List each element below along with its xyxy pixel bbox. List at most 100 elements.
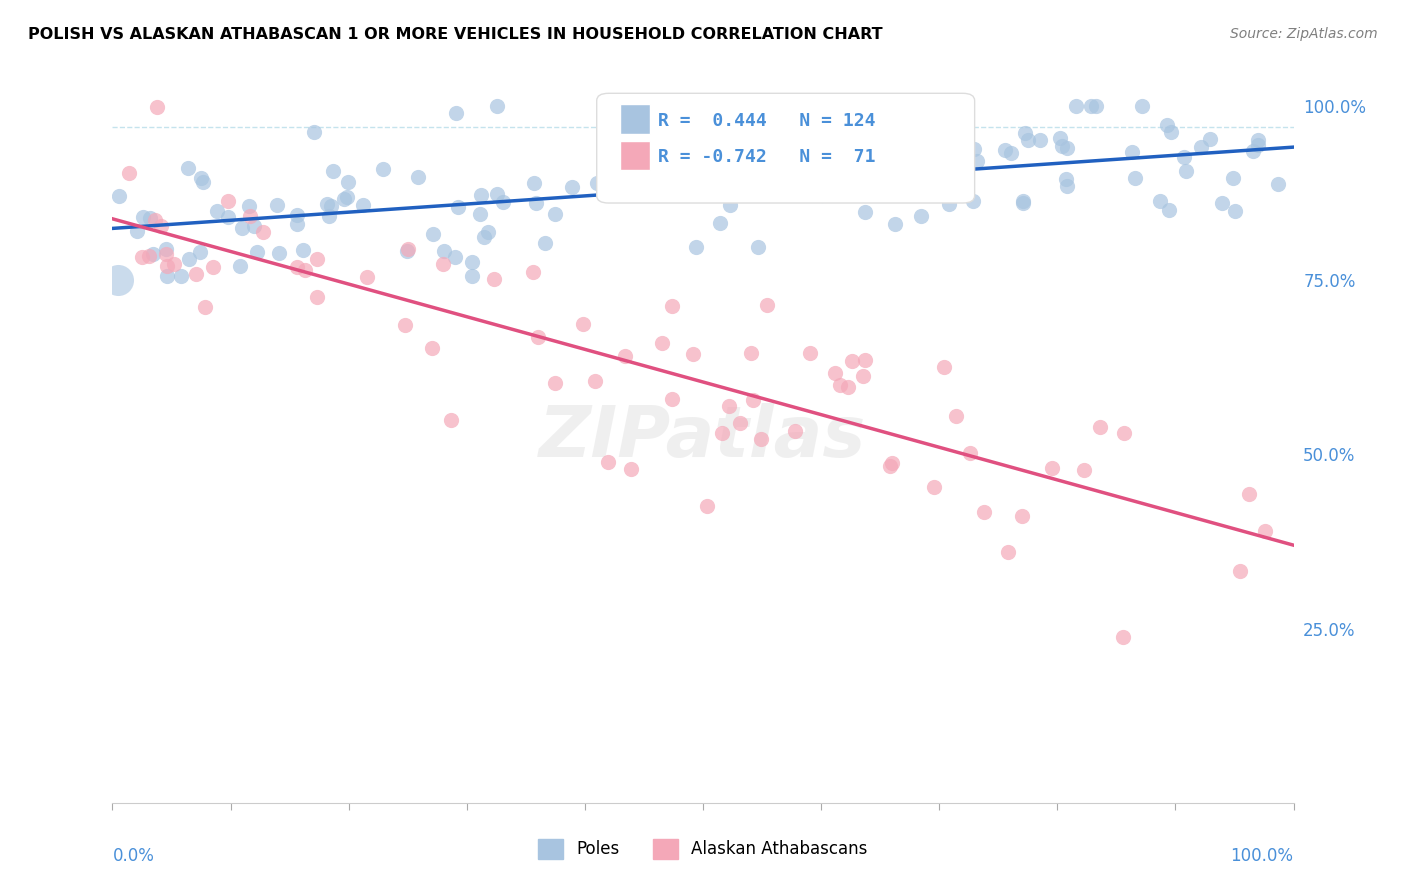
Point	[884, 217, 907, 231]
Point	[932, 359, 955, 374]
Point	[170, 268, 193, 283]
Point	[1054, 171, 1077, 186]
Point	[1254, 524, 1277, 539]
Point	[882, 456, 904, 470]
Point	[1149, 194, 1171, 209]
Point	[702, 177, 724, 191]
Point	[217, 194, 239, 209]
Point	[118, 166, 141, 180]
Point	[811, 188, 834, 202]
Point	[1056, 178, 1078, 193]
Point	[1159, 202, 1181, 217]
Point	[485, 187, 508, 202]
Point	[238, 198, 260, 212]
Point	[837, 380, 859, 394]
Point	[1173, 150, 1195, 164]
Point	[394, 318, 416, 333]
Point	[686, 125, 709, 139]
Point	[1199, 131, 1222, 145]
Point	[156, 260, 179, 274]
Point	[728, 416, 751, 430]
Point	[184, 267, 207, 281]
Point	[285, 260, 308, 274]
Point	[544, 376, 567, 391]
Point	[742, 392, 765, 407]
Point	[461, 269, 484, 284]
Point	[1112, 630, 1135, 644]
Point	[606, 156, 628, 170]
Point	[143, 213, 166, 227]
Point	[422, 227, 444, 241]
Point	[1267, 178, 1289, 192]
Text: 0.0%: 0.0%	[112, 847, 155, 864]
Point	[962, 194, 984, 208]
Point	[651, 336, 673, 351]
Point	[190, 171, 212, 186]
Point	[1014, 127, 1036, 141]
Point	[285, 208, 308, 222]
Point	[194, 300, 217, 314]
Point	[879, 458, 901, 473]
Point	[477, 225, 499, 239]
Point	[155, 242, 177, 256]
Point	[994, 143, 1017, 157]
Point	[801, 123, 824, 137]
Point	[1125, 171, 1147, 186]
Point	[202, 260, 225, 275]
Point	[613, 349, 636, 363]
Point	[807, 156, 830, 170]
Point	[682, 347, 704, 361]
Point	[740, 346, 762, 360]
Point	[640, 143, 662, 157]
Point	[336, 190, 359, 204]
Point	[763, 181, 786, 195]
FancyBboxPatch shape	[620, 104, 650, 134]
Point	[188, 244, 211, 259]
Point	[193, 175, 215, 189]
Point	[756, 298, 779, 312]
Point	[1084, 99, 1107, 113]
Point	[661, 299, 683, 313]
Point	[1156, 118, 1178, 132]
Point	[492, 194, 515, 209]
Point	[818, 153, 841, 167]
Point	[742, 155, 765, 169]
Point	[162, 257, 184, 271]
Point	[446, 106, 468, 120]
Legend: Poles, Alaskan Athabascans: Poles, Alaskan Athabascans	[531, 832, 875, 866]
Point	[307, 252, 329, 266]
Point	[446, 200, 468, 214]
Point	[945, 409, 967, 424]
Point	[1017, 133, 1039, 147]
Point	[659, 167, 682, 181]
Point	[333, 193, 356, 207]
Point	[356, 270, 378, 285]
Point	[973, 505, 995, 519]
Point	[131, 210, 153, 224]
Point	[1246, 138, 1268, 153]
Point	[485, 99, 508, 113]
Point	[433, 244, 456, 258]
Point	[544, 207, 567, 221]
Point	[718, 399, 741, 413]
Point	[524, 196, 547, 211]
Point	[229, 259, 252, 273]
Text: R =  0.444   N = 124: R = 0.444 N = 124	[658, 112, 876, 129]
Point	[1011, 509, 1033, 524]
Point	[1012, 196, 1035, 211]
Point	[396, 243, 419, 257]
Point	[824, 182, 846, 196]
Point	[443, 250, 465, 264]
Point	[1073, 463, 1095, 477]
Point	[1000, 145, 1022, 160]
Point	[420, 341, 443, 355]
Point	[179, 252, 201, 267]
Point	[267, 246, 290, 260]
Point	[205, 203, 228, 218]
Point	[572, 317, 595, 331]
Text: 100.0%: 100.0%	[1230, 847, 1294, 864]
Text: Source: ZipAtlas.com: Source: ZipAtlas.com	[1230, 27, 1378, 41]
Point	[440, 413, 463, 427]
Point	[838, 143, 860, 157]
Point	[841, 354, 863, 368]
